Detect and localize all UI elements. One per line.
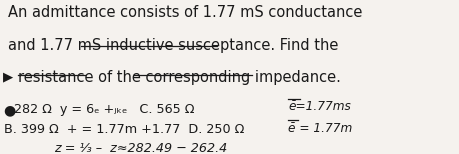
Text: ▶: ▶	[3, 70, 13, 83]
Text: resistance of the corresponding impedance.: resistance of the corresponding impedanc…	[18, 70, 341, 85]
Text: and 1.77 mS inductive susceptance. Find the: and 1.77 mS inductive susceptance. Find …	[8, 38, 339, 53]
Text: ē=1.77ms: ē=1.77ms	[288, 100, 351, 113]
Text: z = ¹⁄₃ –  z≈282.49 − 262.4: z = ¹⁄₃ – z≈282.49 − 262.4	[55, 142, 228, 154]
Text: 282 Ω  y = 6ₑ +ⱼₖₑ   C. 565 Ω: 282 Ω y = 6ₑ +ⱼₖₑ C. 565 Ω	[14, 103, 194, 116]
Text: ●: ●	[4, 103, 16, 117]
Text: An admittance consists of 1.77 mS conductance: An admittance consists of 1.77 mS conduc…	[8, 5, 363, 20]
Text: B. 399 Ω  + = 1.77m +1.77  D. 250 Ω: B. 399 Ω + = 1.77m +1.77 D. 250 Ω	[4, 123, 244, 136]
Text: ē = 1.77m: ē = 1.77m	[288, 122, 353, 135]
